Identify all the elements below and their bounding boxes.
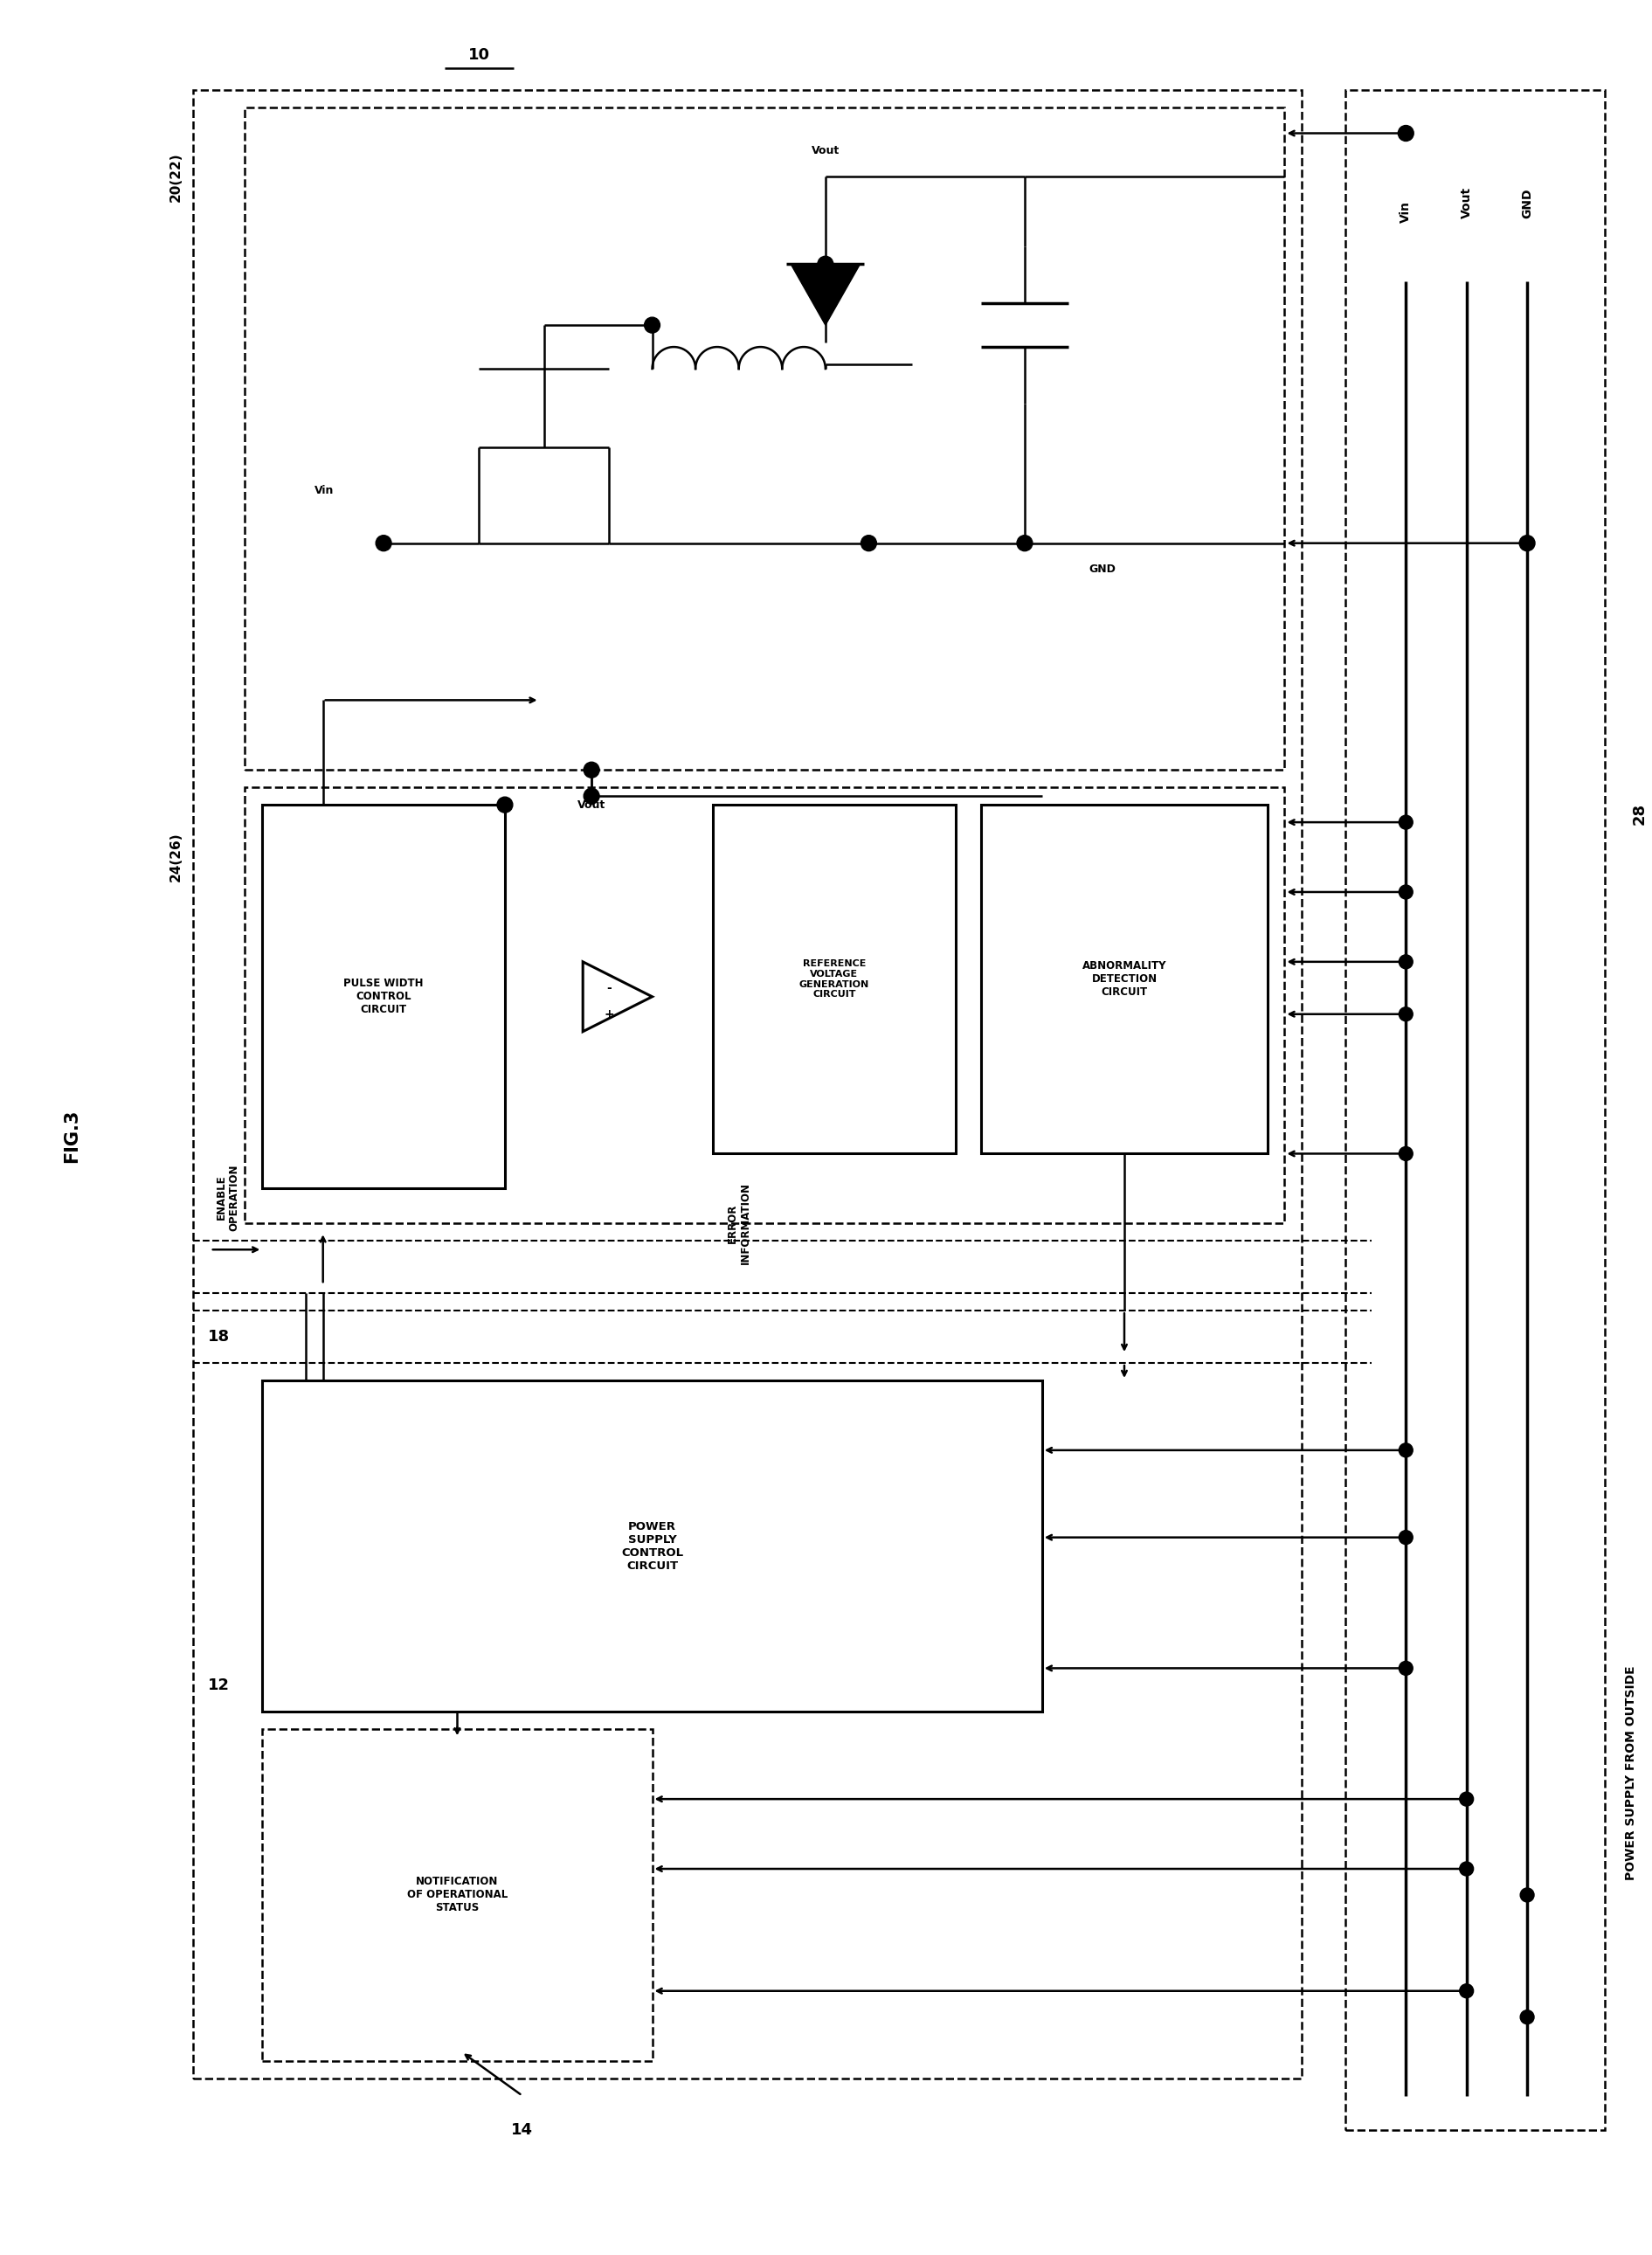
Circle shape — [1520, 1887, 1535, 1901]
Circle shape — [375, 534, 392, 550]
Text: GND: GND — [1521, 187, 1533, 219]
Circle shape — [861, 534, 877, 550]
Text: Vin: Vin — [314, 485, 334, 496]
Circle shape — [1399, 1531, 1412, 1545]
Bar — [981, 805, 1267, 1155]
Circle shape — [583, 789, 600, 805]
Text: ENABLE
OPERATION: ENABLE OPERATION — [215, 1164, 240, 1231]
Text: PULSE WIDTH
CONTROL
CIRCUIT: PULSE WIDTH CONTROL CIRCUIT — [344, 979, 423, 1015]
Circle shape — [818, 257, 833, 273]
Bar — [263, 1380, 1042, 1712]
Text: 10: 10 — [468, 47, 491, 63]
Text: +: + — [603, 1008, 615, 1019]
Circle shape — [1460, 1863, 1474, 1876]
Text: FIG.3: FIG.3 — [63, 1109, 81, 1164]
Circle shape — [1399, 1443, 1412, 1457]
Circle shape — [1399, 1008, 1412, 1022]
Text: -: - — [606, 981, 611, 994]
Circle shape — [1520, 534, 1535, 550]
Circle shape — [497, 796, 512, 812]
Text: 24(26): 24(26) — [169, 832, 182, 882]
Text: Vin: Vin — [1399, 201, 1412, 223]
Circle shape — [365, 532, 385, 555]
Bar — [263, 805, 506, 1188]
Circle shape — [1399, 884, 1412, 900]
Text: REFERENCE
VOLTAGE
GENERATION
CIRCUIT: REFERENCE VOLTAGE GENERATION CIRCUIT — [800, 961, 869, 999]
Circle shape — [1399, 954, 1412, 970]
Bar — [263, 1730, 653, 2061]
Circle shape — [1399, 1662, 1412, 1675]
Bar — [244, 787, 1285, 1224]
Bar — [244, 106, 1285, 769]
Text: 12: 12 — [208, 1678, 230, 1694]
Circle shape — [644, 318, 659, 334]
Circle shape — [1520, 2009, 1535, 2025]
Text: Vout: Vout — [578, 798, 606, 810]
Bar — [1345, 90, 1606, 2131]
Text: ABNORMALITY
DETECTION
CIRCUIT: ABNORMALITY DETECTION CIRCUIT — [1082, 961, 1166, 999]
Text: 28: 28 — [1632, 803, 1647, 825]
Circle shape — [1399, 1148, 1412, 1161]
Circle shape — [1018, 534, 1032, 550]
Circle shape — [1460, 1984, 1474, 1998]
Bar — [712, 805, 955, 1155]
Text: 18: 18 — [208, 1328, 230, 1344]
Text: GND: GND — [1089, 564, 1117, 575]
Text: ERROR
INFORMATION: ERROR INFORMATION — [727, 1182, 752, 1265]
Polygon shape — [791, 264, 861, 325]
Bar — [193, 90, 1302, 2079]
Text: 20(22): 20(22) — [169, 151, 182, 201]
Text: POWER SUPPLY FROM OUTSIDE: POWER SUPPLY FROM OUTSIDE — [1626, 1666, 1637, 1881]
Circle shape — [1399, 816, 1412, 830]
Circle shape — [583, 762, 600, 778]
Text: Vout: Vout — [1460, 187, 1472, 219]
Circle shape — [1460, 1793, 1474, 1806]
Text: 14: 14 — [512, 2122, 534, 2138]
Text: NOTIFICATION
OF OPERATIONAL
STATUS: NOTIFICATION OF OPERATIONAL STATUS — [406, 1876, 507, 1914]
Text: POWER
SUPPLY
CONTROL
CIRCUIT: POWER SUPPLY CONTROL CIRCUIT — [621, 1520, 684, 1572]
Text: Vout: Vout — [811, 144, 839, 156]
Circle shape — [1398, 126, 1414, 142]
